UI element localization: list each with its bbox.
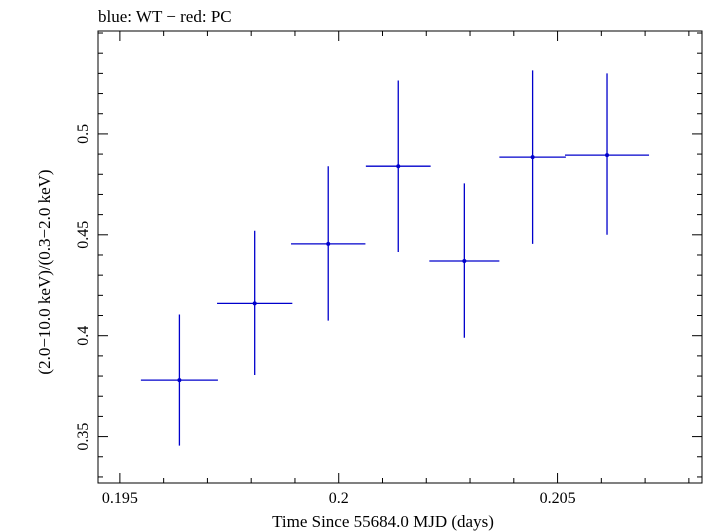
y-tick-label: 0.4 [75,326,92,346]
point-marker [177,378,182,383]
data-point [565,73,650,235]
point-marker [462,259,467,264]
x-axis: 0.195 0.2 0.205 [102,31,690,507]
y-tick-label: 0.5 [75,124,92,144]
chart-title: blue: WT − red: PC [98,7,232,26]
x-tick-label: 0.2 [329,490,349,507]
data-series [140,70,650,446]
y-axis: 0.35 0.4 0.45 0.5 [75,32,702,478]
x-tick-label: 0.205 [540,490,576,507]
data-point [365,80,431,252]
plot-frame [97,30,703,484]
point-marker [396,164,401,169]
data-point [429,183,500,338]
data-point [291,166,366,321]
x-tick-label: 0.195 [102,490,138,507]
point-marker [530,155,535,160]
data-point [499,70,566,244]
y-tick-label: 0.45 [75,221,92,249]
point-marker [326,241,331,246]
y-axis-label: (2.0−10.0 keV)/(0.3−2.0 keV) [35,169,54,374]
x-axis-label: Time Since 55684.0 MJD (days) [272,512,494,531]
data-point [140,314,218,446]
point-marker [252,301,257,306]
data-point [217,230,293,376]
y-tick-label: 0.35 [75,423,92,451]
point-marker [605,153,610,158]
